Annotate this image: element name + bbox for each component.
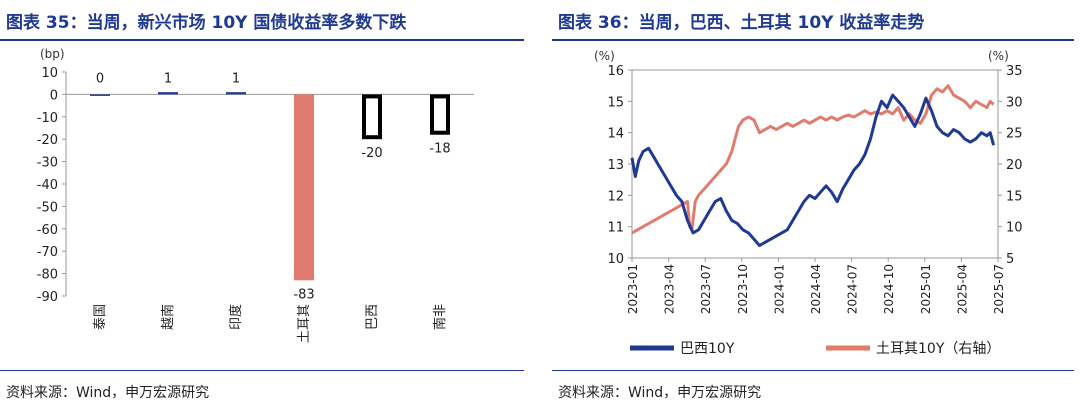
legend-label: 巴西10Y bbox=[680, 341, 735, 357]
y-tick-label: -10 bbox=[37, 111, 58, 126]
bar bbox=[226, 92, 246, 95]
data-label: 1 bbox=[232, 71, 240, 86]
data-label: -83 bbox=[293, 287, 314, 302]
y-tick-label: 10 bbox=[41, 66, 58, 81]
y-tick-label: 0 bbox=[50, 88, 58, 103]
bar bbox=[90, 94, 110, 96]
x-tick-label: 泰国 bbox=[93, 304, 108, 330]
series-line bbox=[631, 84, 995, 235]
x-tick-label: 土耳其 bbox=[297, 304, 312, 343]
x-tick-label: 2025-01 bbox=[919, 264, 933, 314]
source-note: 资料来源：Wind，申万宏源研究 bbox=[6, 385, 210, 401]
x-tick-label: 南非 bbox=[432, 304, 448, 330]
y-tick-label: -80 bbox=[37, 268, 58, 283]
left-tick-label: 11 bbox=[607, 221, 624, 236]
y-tick-label: -20 bbox=[37, 133, 58, 148]
bar bbox=[158, 92, 178, 95]
right-tick-label: 25 bbox=[1006, 127, 1023, 142]
bar bbox=[430, 94, 450, 135]
title-rule bbox=[0, 39, 524, 41]
left-tick-label: 13 bbox=[607, 158, 624, 173]
right-tick-label: 35 bbox=[1006, 64, 1023, 79]
x-tick-label: 2025-07 bbox=[992, 264, 1006, 314]
data-label: -20 bbox=[361, 146, 382, 161]
x-tick-label: 2023-04 bbox=[663, 264, 677, 314]
plot-frame bbox=[631, 69, 999, 259]
x-tick-label: 2023-01 bbox=[626, 264, 640, 314]
x-tick-label: 2023-07 bbox=[699, 264, 713, 314]
x-tick-label: 2024-07 bbox=[846, 264, 860, 314]
y-tick-label: -50 bbox=[37, 200, 58, 215]
bar bbox=[294, 94, 314, 281]
left-tick-label: 12 bbox=[607, 189, 624, 204]
legend-label: 土耳其10Y（右轴） bbox=[876, 341, 1000, 357]
x-tick-label: 巴西 bbox=[365, 304, 380, 330]
left-tick-label: 14 bbox=[607, 127, 624, 142]
right-tick-label: 10 bbox=[1006, 221, 1023, 236]
source-rule bbox=[552, 370, 1074, 371]
right-tick-label: 20 bbox=[1006, 158, 1023, 173]
y-axis-unit: (bp) bbox=[40, 47, 65, 61]
bar-chart: (bp) 10 0 -10 -20 -30 -40 -50 -60 -70 -80 -90 0 泰国 1 越南… bbox=[37, 47, 474, 343]
source-rule bbox=[0, 370, 524, 371]
y-tick-label: -70 bbox=[37, 245, 58, 260]
left-tick-label: 16 bbox=[607, 64, 624, 79]
x-tick-label: 2024-01 bbox=[772, 264, 786, 314]
y-tick-label: -90 bbox=[37, 290, 58, 305]
x-tick-label: 2025-04 bbox=[955, 264, 969, 314]
left-tick-label: 10 bbox=[607, 252, 624, 267]
right-panel: 图表 36：当周，巴西、土耳其 10Y 收益率走势 (%) (%) 10 11 12 13… bbox=[552, 0, 1080, 410]
x-tick-label: 印度 bbox=[228, 304, 244, 330]
y-tick-label: -30 bbox=[37, 156, 58, 171]
chart-title: 图表 36：当周，巴西、土耳其 10Y 收益率走势 bbox=[558, 13, 925, 33]
left-axis-unit: (%) bbox=[594, 49, 615, 63]
data-label: -18 bbox=[429, 142, 450, 157]
right-axis-unit: (%) bbox=[988, 49, 1009, 63]
line-chart: (%) (%) 10 11 12 13 14 15 16 5 10 15 20 25 30 35 2023-01… bbox=[594, 49, 1023, 357]
chart-title: 图表 35：当周，新兴市场 10Y 国债收益率多数下跌 bbox=[6, 13, 407, 33]
y-tick-label: -60 bbox=[37, 223, 58, 238]
left-tick-label: 15 bbox=[607, 95, 624, 110]
data-label: 0 bbox=[96, 71, 104, 86]
x-tick-label: 越南 bbox=[160, 304, 176, 330]
y-tick-label: -40 bbox=[37, 178, 58, 193]
right-tick-label: 30 bbox=[1006, 95, 1023, 110]
bar bbox=[362, 94, 382, 140]
title-rule bbox=[552, 39, 1074, 41]
left-panel: 图表 35：当周，新兴市场 10Y 国债收益率多数下跌 (bp) 10 0 -10 -2… bbox=[0, 0, 530, 410]
series-line bbox=[630, 93, 996, 247]
x-tick-label: 2024-04 bbox=[809, 264, 823, 314]
x-tick-label: 2024-10 bbox=[882, 264, 896, 314]
data-label: 1 bbox=[164, 71, 172, 86]
right-tick-label: 5 bbox=[1006, 252, 1014, 267]
source-note: 资料来源：Wind，申万宏源研究 bbox=[558, 385, 762, 401]
x-tick-label: 2023-10 bbox=[736, 264, 750, 314]
right-tick-label: 15 bbox=[1006, 189, 1023, 204]
